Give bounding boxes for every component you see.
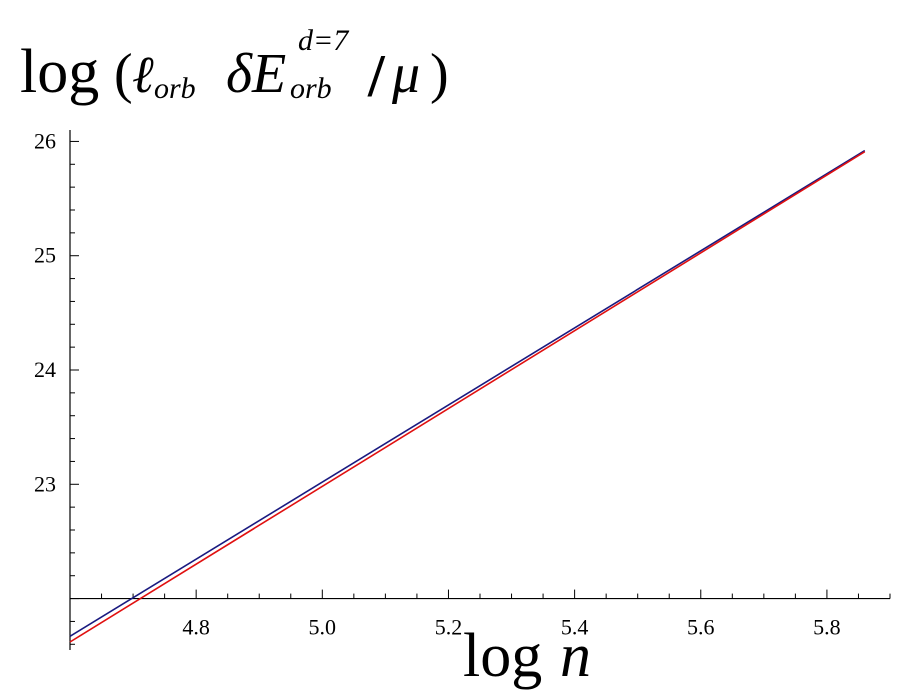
y-axis-title: log ( ℓ orb δ E d=7 orb / μ ) (20, 24, 449, 109)
svg-text:log: log (20, 38, 99, 106)
series-line-2 (69, 151, 866, 643)
svg-text:(: ( (114, 43, 133, 105)
svg-text:δ: δ (226, 43, 253, 105)
x-tick-label: 5.4 (561, 615, 589, 640)
svg-text:μ: μ (391, 43, 420, 105)
y-axis-title-open-paren: ( (114, 43, 133, 105)
x-tick-label: 5.0 (309, 615, 337, 640)
y-axis-title-delta: δ (226, 43, 253, 105)
x-tick-label: 5.2 (435, 615, 463, 640)
y-tick-label: 25 (34, 243, 56, 268)
svg-text:orb: orb (154, 72, 196, 105)
svg-text:ℓ: ℓ (132, 47, 154, 104)
svg-text:n: n (560, 622, 591, 690)
y-axis-title-slash: / (367, 43, 386, 109)
svg-text:d=7: d=7 (298, 24, 350, 57)
y-axis-title-E: E (251, 43, 286, 105)
svg-text:E: E (251, 43, 286, 105)
y-tick-label: 24 (34, 357, 56, 382)
svg-text:): ) (430, 43, 449, 105)
y-axis-title-close-paren: ) (430, 43, 449, 105)
svg-text:log: log (463, 622, 542, 690)
y-axis-title-E-sub: orb (290, 72, 332, 105)
svg-text:orb: orb (290, 72, 332, 105)
y-axis-title-E-sup: d=7 (298, 24, 350, 57)
y-tick-label: 26 (34, 128, 56, 153)
y-axis-title-log: log (20, 38, 99, 106)
x-axis-title-var: n (560, 622, 591, 690)
svg-text:/: / (367, 43, 386, 109)
y-axis-title-ell-sub: orb (154, 72, 196, 105)
y-tick-label: 23 (34, 471, 56, 496)
y-axis-title-mu: μ (391, 43, 420, 105)
y-axis-title-ell: ℓ (132, 47, 154, 104)
series-line-1 (69, 149, 866, 637)
ticks (69, 140, 891, 645)
x-tick-label: 5.6 (687, 615, 715, 640)
x-axis-title: log n (463, 622, 591, 690)
x-tick-label: 4.8 (182, 615, 210, 640)
series (69, 149, 866, 643)
tick-labels: 4.8 5.0 5.2 5.4 5.6 5.8 23 24 25 26 (34, 128, 841, 639)
x-tick-label: 5.8 (813, 615, 841, 640)
x-axis-title-log: log (463, 622, 542, 690)
